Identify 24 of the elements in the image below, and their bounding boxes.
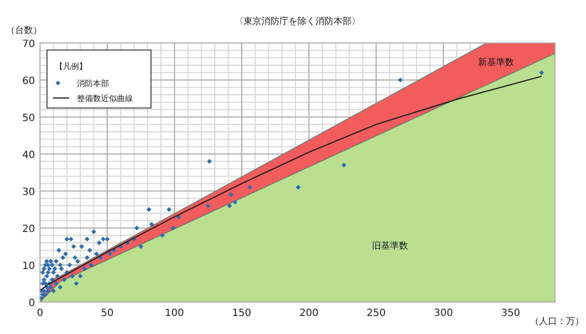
y-tick-label: 10 xyxy=(22,261,35,272)
x-axis-title: （人口：万） xyxy=(530,316,584,327)
x-tick-label: 250 xyxy=(366,308,386,319)
x-tick-label: 100 xyxy=(164,308,184,319)
legend-label: 整備数近似曲線 xyxy=(77,94,133,103)
x-tick-label: 150 xyxy=(232,308,252,319)
chart-title: 〈東京消防庁を除く消防本部〉 xyxy=(234,16,360,27)
y-tick-label: 60 xyxy=(22,76,35,87)
y-tick-label: 20 xyxy=(22,224,35,235)
x-tick-label: 300 xyxy=(434,308,453,319)
x-tick-label: 350 xyxy=(501,308,520,319)
y-tick-label: 40 xyxy=(22,150,35,161)
y-tick-label: 0 xyxy=(28,298,35,309)
x-tick-label: 50 xyxy=(100,308,114,319)
legend-title: 【凡例】 xyxy=(55,62,87,71)
y-tick-label: 30 xyxy=(22,187,35,198)
y-tick-label: 70 xyxy=(22,39,35,50)
x-tick-label: 0 xyxy=(36,308,44,319)
legend-label: 消防本部 xyxy=(77,79,109,88)
y-axis-title: （台数） xyxy=(6,25,42,36)
y-tick-label: 50 xyxy=(22,113,35,124)
series-label: 新基準数 xyxy=(478,57,514,68)
x-tick-label: 200 xyxy=(299,308,318,319)
series-label: 旧基準数 xyxy=(372,240,408,252)
